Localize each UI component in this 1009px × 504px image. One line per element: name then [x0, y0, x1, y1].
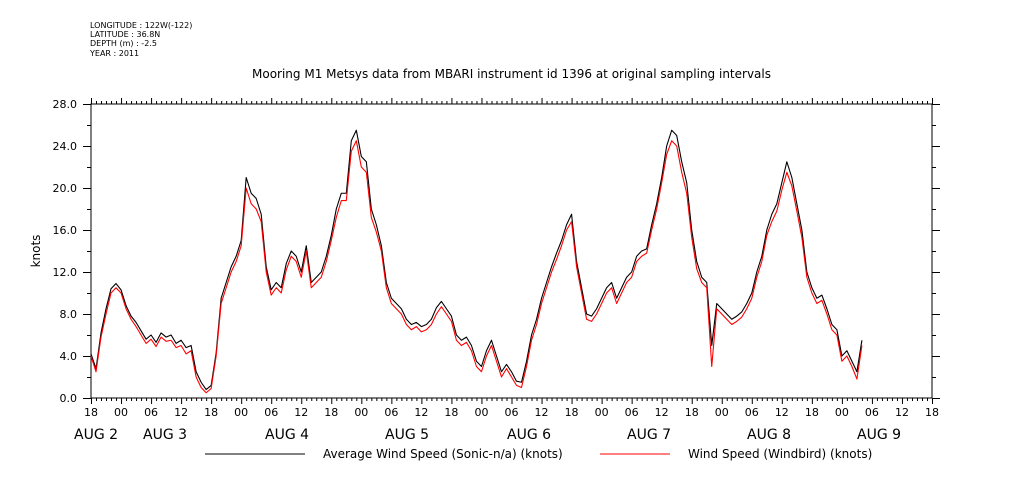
y-axis-label: knots [29, 235, 43, 268]
date-label: AUG 7 [627, 427, 671, 443]
y-tick-label: 24.0 [53, 140, 78, 153]
longitude-label: LONGITUDE : 122W(-122) [90, 21, 193, 30]
y-axis-ticks [83, 104, 940, 399]
x-tick-label: 06 [264, 406, 278, 419]
x-tick-label: 12 [414, 406, 428, 419]
x-tick-label: 18 [324, 406, 338, 419]
chart-title: Mooring M1 Metsys data from MBARI instru… [252, 67, 771, 81]
x-tick-label: 12 [294, 406, 308, 419]
x-tick-label: 12 [775, 406, 789, 419]
x-tick-label: 00 [474, 406, 488, 419]
y-tick-label: 12.0 [53, 266, 78, 279]
depth-label: DEPTH (m) : -2.5 [90, 39, 157, 49]
y-tick-label: 20.0 [53, 182, 78, 195]
date-label: AUG 2 [74, 427, 118, 443]
x-tick-label: 00 [715, 406, 729, 419]
x-tick-label: 00 [835, 406, 849, 419]
y-tick-label: 8.0 [60, 308, 78, 321]
series-line-average-wind-speed [90, 129, 863, 391]
x-tick-label: 06 [144, 406, 158, 419]
x-axis-ticks [91, 98, 933, 404]
x-tick-label: 06 [384, 406, 398, 419]
date-label: AUG 3 [143, 427, 187, 443]
y-tick-label: 4.0 [60, 350, 78, 363]
x-tick-label: 12 [895, 406, 909, 419]
x-tick-label: 18 [84, 406, 98, 419]
y-tick-label: 28.0 [53, 98, 78, 111]
x-tick-label: 06 [745, 406, 759, 419]
date-label: AUG 5 [385, 427, 429, 443]
x-tick-label: 12 [535, 406, 549, 419]
station-metadata: LONGITUDE : 122W(-122) LATITUDE : 36.8N … [90, 21, 192, 58]
x-tick-label: 06 [505, 406, 519, 419]
legend-label: Wind Speed (Windbird) (knots) [688, 447, 872, 461]
latitude-label: LATITUDE : 36.8N [90, 30, 161, 40]
legend: Average Wind Speed (Sonic-n/a) (knots) Wi… [205, 447, 872, 461]
x-tick-label: 18 [685, 406, 699, 419]
x-tick-label: 18 [565, 406, 579, 419]
y-tick-label: 0.0 [60, 392, 78, 405]
x-tick-label: 00 [234, 406, 248, 419]
x-tick-label: 12 [655, 406, 669, 419]
x-tick-label: 00 [595, 406, 609, 419]
x-tick-label: 18 [805, 406, 819, 419]
x-tick-label: 12 [174, 406, 188, 419]
x-tick-label: 18 [444, 406, 458, 419]
date-label: AUG 6 [507, 427, 551, 443]
date-label: AUG 8 [747, 427, 791, 443]
year-label: YEAR : 2011 [90, 48, 140, 58]
x-tick-label: 06 [625, 406, 639, 419]
series-lines [90, 129, 863, 394]
x-tick-label: 00 [354, 406, 368, 419]
date-label: AUG 4 [265, 427, 309, 443]
x-tick-label: 00 [114, 406, 128, 419]
x-tick-label: 18 [925, 406, 939, 419]
legend-label: Average Wind Speed (Sonic-n/a) (knots) [323, 447, 563, 461]
x-tick-label: 18 [204, 406, 218, 419]
y-tick-label: 16.0 [53, 224, 78, 237]
date-label: AUG 9 [857, 427, 901, 443]
series-line-windbird-wind-speed [90, 140, 863, 394]
x-tick-label: 06 [865, 406, 879, 419]
plot-frame [90, 103, 933, 399]
